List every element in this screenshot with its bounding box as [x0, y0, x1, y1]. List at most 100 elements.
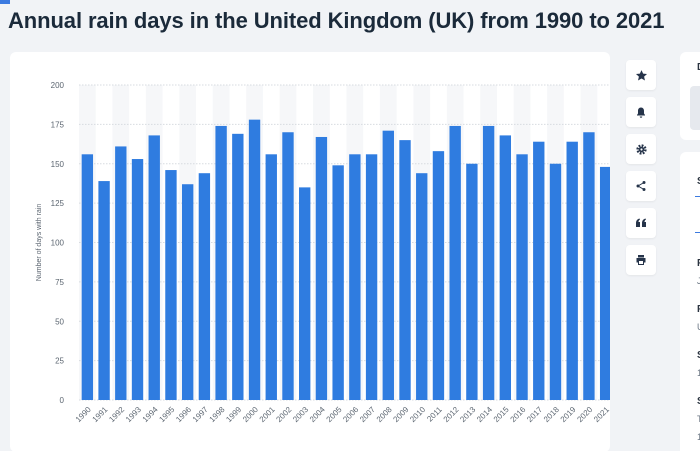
bar-2010[interactable]	[416, 173, 428, 400]
right-panel-text: T	[697, 414, 700, 424]
x-tick-label: 2014	[475, 405, 494, 424]
bar-2006[interactable]	[349, 154, 361, 400]
right-panel-text: 1	[697, 432, 700, 442]
top-accent	[0, 0, 10, 4]
right-panel-divider	[695, 196, 700, 197]
right-panel-top	[680, 52, 700, 140]
x-tick-label: 1993	[124, 405, 143, 424]
bar-1997[interactable]	[198, 173, 211, 400]
bar-2018[interactable]	[549, 163, 562, 400]
x-tick-label: 1995	[157, 405, 176, 424]
bar-2002[interactable]	[282, 132, 294, 400]
y-tick-label: 0	[60, 396, 65, 405]
bar-1995[interactable]	[165, 170, 177, 400]
bar-2008[interactable]	[382, 130, 394, 401]
bar-1994[interactable]	[148, 135, 160, 400]
bar-2017[interactable]	[533, 141, 545, 400]
star-icon[interactable]	[626, 60, 656, 90]
x-tick-label: 1997	[191, 405, 210, 424]
bar-1990[interactable]	[81, 154, 94, 400]
x-tick-label: 2007	[358, 405, 377, 424]
bar-2016[interactable]	[516, 154, 528, 400]
x-tick-label: 2009	[391, 405, 410, 424]
right-panel-text: S	[697, 350, 700, 361]
x-tick-label: 2012	[442, 405, 461, 424]
x-tick-label: 2001	[258, 405, 277, 424]
y-tick-label: 50	[55, 317, 64, 326]
y-tick-label: 100	[51, 239, 65, 248]
right-panel-text: U	[697, 322, 700, 332]
y-tick-label: 175	[51, 120, 65, 129]
x-tick-label: 1990	[74, 405, 93, 424]
bar-2004[interactable]	[315, 136, 328, 400]
chart-toolbar	[626, 60, 656, 282]
right-panel-details	[680, 152, 700, 451]
bar-2003[interactable]	[299, 187, 311, 400]
x-tick-label: 2017	[525, 405, 544, 424]
x-tick-label: 2010	[408, 405, 427, 424]
bar-2011[interactable]	[432, 151, 445, 400]
x-tick-label: 2020	[575, 405, 594, 424]
x-tick-label: 1996	[174, 405, 193, 424]
y-tick-label: 75	[55, 278, 64, 287]
right-panel-text: J	[697, 276, 700, 286]
x-tick-label: 2006	[341, 405, 360, 424]
bar-2015[interactable]	[499, 135, 512, 400]
share-icon[interactable]	[626, 171, 656, 201]
page-title: Annual rain days in the United Kingdom (…	[8, 8, 665, 33]
x-tick-label: 2013	[458, 405, 477, 424]
x-tick-label: 2005	[325, 405, 344, 424]
bar-2007[interactable]	[365, 154, 378, 400]
right-panel-divider	[695, 232, 700, 233]
bar-2001[interactable]	[265, 154, 277, 400]
bar-1991[interactable]	[98, 181, 110, 400]
x-tick-label: 2011	[425, 405, 444, 424]
bar-2005[interactable]	[332, 165, 344, 400]
x-tick-label: 2008	[375, 405, 394, 424]
x-tick-label: 2004	[308, 405, 327, 424]
bar-2009[interactable]	[399, 140, 411, 400]
y-tick-label: 25	[55, 357, 64, 366]
x-tick-label: 1991	[91, 405, 110, 424]
x-tick-label: 1994	[141, 405, 160, 424]
right-panel-text: S	[697, 176, 700, 187]
bar-2020[interactable]	[583, 132, 595, 400]
x-tick-label: 2018	[542, 405, 561, 424]
y-axis-title: Number of days with rain	[36, 204, 43, 282]
right-panel-text: F	[697, 304, 700, 315]
quote-icon[interactable]	[626, 208, 656, 238]
y-tick-label: 200	[51, 81, 65, 90]
x-tick-label: 2019	[559, 405, 578, 424]
bar-2012[interactable]	[449, 125, 461, 400]
chart-card: 0 25 50 75 100 125 150 175 200 1990 1991 1992 1993 19…	[10, 52, 610, 451]
bar-2014[interactable]	[482, 125, 495, 400]
x-tick-label: 1998	[208, 405, 227, 424]
bar-chart: 0255075100125150175200199019911992199319…	[36, 81, 610, 424]
bar-2013[interactable]	[466, 163, 478, 400]
y-tick-label: 150	[51, 160, 65, 169]
x-tick-label: 1999	[224, 405, 243, 424]
right-panel-field[interactable]	[690, 86, 700, 130]
bar-1998[interactable]	[215, 125, 227, 400]
bar-2021[interactable]	[599, 166, 610, 400]
right-panel-text: 1	[697, 368, 700, 378]
bar-2000[interactable]	[248, 119, 261, 401]
right-panel-text: F	[697, 258, 700, 269]
bar-1992[interactable]	[115, 146, 127, 400]
print-icon[interactable]	[626, 245, 656, 275]
bar-1996[interactable]	[181, 184, 194, 400]
gear-icon[interactable]	[626, 134, 656, 164]
right-panel-text: D	[697, 62, 700, 73]
x-tick-label: 2000	[241, 405, 260, 424]
x-tick-label: 2021	[592, 405, 610, 424]
x-tick-label: 2003	[291, 405, 310, 424]
x-tick-label: 2002	[274, 405, 293, 424]
bell-icon[interactable]	[626, 97, 656, 127]
bar-1993[interactable]	[131, 159, 144, 400]
x-tick-label: 2015	[492, 405, 511, 424]
bar-2019[interactable]	[566, 141, 578, 400]
bar-1999[interactable]	[232, 133, 244, 400]
x-tick-label: 2016	[509, 405, 528, 424]
x-tick-label: 1992	[107, 405, 126, 424]
y-tick-label: 125	[51, 199, 65, 208]
